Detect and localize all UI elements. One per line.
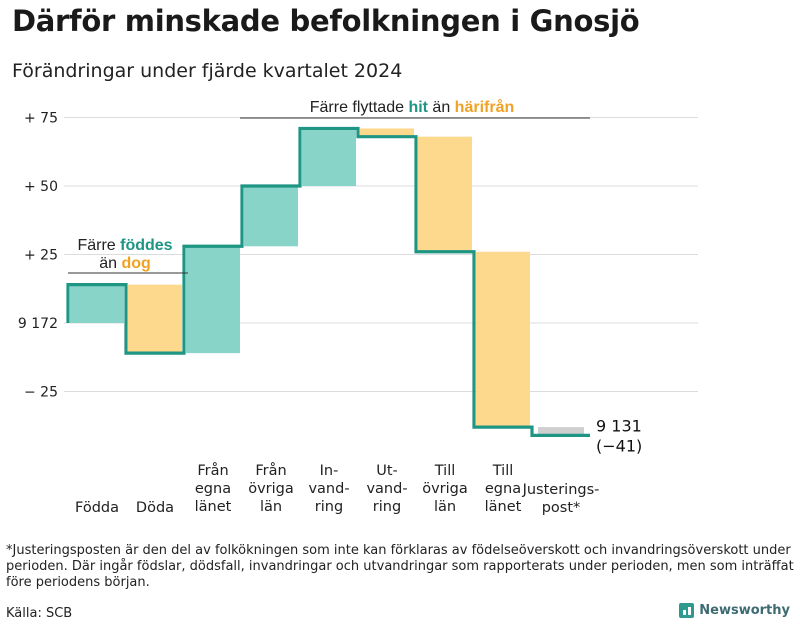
y-tick-label: + 25: [24, 248, 58, 264]
y-tick-label: + 50: [24, 179, 58, 195]
waterfall-bar-7: [418, 136, 472, 252]
x-category-label: egna: [485, 481, 521, 497]
end-value-label: 9 131: [596, 416, 642, 435]
newsworthy-logo-icon: [679, 603, 695, 618]
x-category-label: ring: [315, 499, 343, 515]
x-category-label: län: [260, 499, 282, 515]
x-category-label: vand-: [366, 481, 407, 497]
x-category-label: län: [434, 499, 456, 515]
end-change-label: (−41): [596, 436, 642, 455]
footnote: *Justeringsposten är den del av folkökni…: [6, 543, 794, 590]
waterfall-bar-1: [70, 284, 124, 323]
waterfall-bar-4: [244, 186, 298, 247]
waterfall-bar-5: [302, 128, 356, 186]
x-category-label: ring: [373, 499, 401, 515]
annotation-births: Färre föddes: [77, 237, 172, 254]
x-category-label: Till: [492, 463, 514, 479]
x-category-label: övriga: [248, 481, 294, 497]
x-category-label: länet: [195, 499, 232, 515]
waterfall-chart: + 75 + 50 + 25 9 172 − 25 Födda Döda Från egna lä…: [18, 98, 698, 516]
running-total-line: [66, 126, 590, 437]
x-category-label: Födda: [75, 500, 119, 516]
y-tick-label: + 75: [24, 111, 58, 127]
waterfall-bar-9: [538, 427, 584, 436]
x-category-label: Till: [434, 463, 456, 479]
brand-name: Newsworthy: [699, 603, 790, 618]
annotation-migration: Färre flyttade hit än härifrån: [310, 98, 515, 116]
waterfall-bar-3: [186, 246, 240, 354]
x-category-label: övriga: [422, 481, 468, 497]
x-category-label: Ut-: [376, 463, 398, 479]
y-tick-label: 9 172: [18, 316, 58, 332]
annotation-deaths: än dog: [99, 255, 151, 272]
x-category-label: Från: [255, 462, 286, 479]
source-label: Källa: SCB: [6, 606, 73, 621]
x-category-label: vand-: [308, 481, 349, 497]
brand-logo: Newsworthy: [679, 603, 790, 618]
chart-subtitle: Förändringar under fjärde kvartalet 2024: [12, 60, 403, 82]
y-tick-label: − 25: [24, 385, 58, 401]
x-category-label: länet: [485, 499, 522, 515]
waterfall-bar-6: [360, 128, 414, 137]
x-category-label: egna: [195, 481, 231, 497]
waterfall-bar-8: [476, 251, 530, 428]
x-category-label: Döda: [136, 500, 174, 516]
waterfall-bar-2: [128, 284, 182, 354]
x-category-label: post*: [542, 500, 581, 516]
x-category-label: In-: [320, 463, 339, 479]
x-category-label: Justerings-: [522, 482, 600, 498]
chart-title: Därför minskade befolkningen i Gnosjö: [12, 4, 640, 38]
x-category-label: Från: [197, 462, 228, 479]
